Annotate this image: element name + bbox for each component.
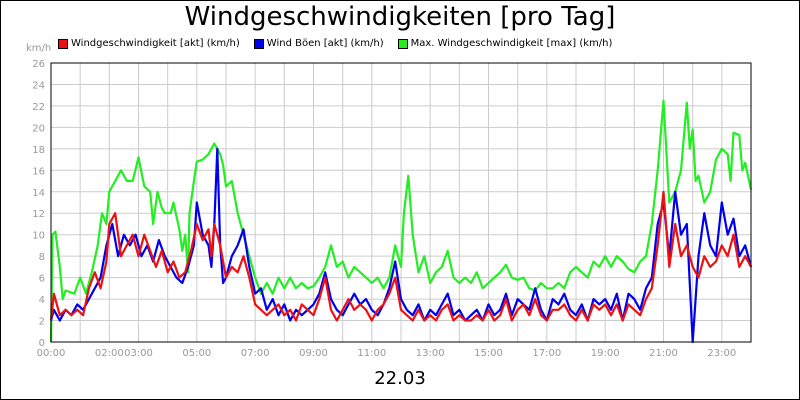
chart-legend: Windgeschwindigkeit [akt] (km/h) Wind Bö… xyxy=(58,38,626,49)
x-tick-label: 21:00 xyxy=(649,348,678,359)
x-tick-label: 19:00 xyxy=(591,348,620,359)
x-tick-label: 11:00 xyxy=(357,348,386,359)
y-tick-label: 20 xyxy=(32,123,45,134)
chart-title: Windgeschwindigkeiten [pro Tag] xyxy=(184,2,616,32)
legend-item-wind-speed: Windgeschwindigkeit [akt] (km/h) xyxy=(58,38,240,49)
legend-label: Wind Böen [akt] (km/h) xyxy=(266,38,384,49)
legend-item-max: Max. Windgeschwindigkeit [max] (km/h) xyxy=(397,38,613,49)
x-tick-label: 00:00 xyxy=(37,348,66,359)
x-tick-label: 07:00 xyxy=(241,348,270,359)
y-tick-label: 4 xyxy=(39,295,45,306)
y-tick-label: 12 xyxy=(32,209,45,220)
legend-label: Max. Windgeschwindigkeit [max] (km/h) xyxy=(410,38,613,49)
series-line xyxy=(49,147,753,344)
y-tick-label: 0 xyxy=(39,338,45,349)
y-tick-label: 18 xyxy=(32,145,45,156)
x-tick-label: 23:00 xyxy=(707,348,736,359)
legend-label: Windgeschwindigkeit [akt] (km/h) xyxy=(71,38,240,49)
x-tick-label: 02:00 xyxy=(95,348,124,359)
series-line xyxy=(49,190,752,322)
y-tick-label: 6 xyxy=(39,274,45,285)
x-tick-label: 17:00 xyxy=(532,348,561,359)
y-tick-label: 16 xyxy=(32,166,45,177)
y-tick-label: 10 xyxy=(32,231,45,242)
y-tick-label: 2 xyxy=(39,317,45,328)
legend-swatch-red xyxy=(58,38,68,49)
legend-item-gusts: Wind Böen [akt] (km/h) xyxy=(253,38,384,49)
series-line xyxy=(49,99,753,343)
y-unit-label: km/h xyxy=(26,43,52,54)
x-tick-label: 15:00 xyxy=(474,348,503,359)
x-tick-label: 05:00 xyxy=(182,348,211,359)
y-tick-label: 24 xyxy=(32,80,45,91)
x-tick-label: 03:00 xyxy=(124,348,153,359)
legend-swatch-green xyxy=(397,38,408,49)
y-tick-label: 8 xyxy=(39,252,45,263)
y-tick-label: 14 xyxy=(32,188,45,199)
y-tick-label: 22 xyxy=(32,102,45,113)
x-tick-label: 13:00 xyxy=(416,348,445,359)
plot-border xyxy=(50,62,752,343)
y-tick-label: 26 xyxy=(32,59,45,70)
legend-swatch-blue xyxy=(253,38,264,49)
date-label: 22.03 xyxy=(374,368,426,389)
x-tick-label: 09:00 xyxy=(299,348,328,359)
